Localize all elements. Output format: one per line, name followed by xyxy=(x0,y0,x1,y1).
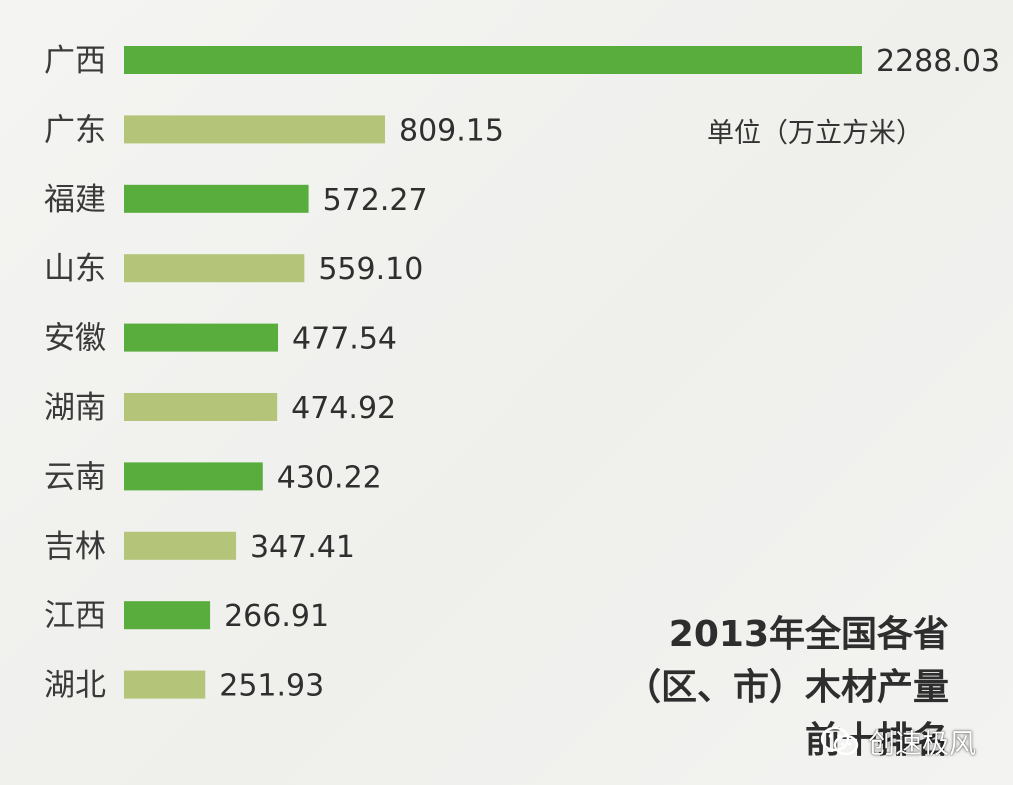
bar xyxy=(124,115,385,144)
bar xyxy=(124,323,279,352)
category-label: 湖南 xyxy=(44,390,106,426)
watermark: 创速极风 xyxy=(820,722,976,761)
category-label: 吉林 xyxy=(44,529,106,565)
chart-title-line-2: （区、市）木材产量 xyxy=(624,667,949,708)
wechat-logo-icon xyxy=(820,726,859,755)
bar xyxy=(124,601,211,630)
value-label: 572.27 xyxy=(323,183,428,218)
value-label: 251.93 xyxy=(219,669,324,704)
bar xyxy=(124,254,305,283)
value-label: 477.54 xyxy=(292,322,397,357)
unit-label: 单位（万立方米） xyxy=(707,118,923,149)
value-label: 559.10 xyxy=(318,252,423,287)
category-label: 安徽 xyxy=(44,321,106,357)
category-label: 湖北 xyxy=(44,668,106,704)
value-label: 430.22 xyxy=(277,460,382,495)
chart-title-line-1: 2013年全国各省 xyxy=(668,614,949,655)
bar xyxy=(124,46,862,74)
category-label: 云南 xyxy=(44,459,106,495)
value-label: 809.15 xyxy=(399,113,504,148)
watermark-text: 创速极风 xyxy=(868,729,976,760)
value-label: 474.92 xyxy=(291,391,396,426)
bar xyxy=(124,393,278,421)
category-label: 江西 xyxy=(44,598,106,634)
value-label: 2288.03 xyxy=(876,44,1000,79)
value-label: 347.41 xyxy=(250,530,355,565)
category-label: 山东 xyxy=(44,251,106,287)
category-label: 广东 xyxy=(44,112,106,148)
category-label: 广西 xyxy=(44,43,106,79)
bar xyxy=(124,670,206,699)
chart-title: 2013年全国各省 （区、市）木材产量 前十排名 xyxy=(589,608,949,767)
chart-title-line-3: 前十排名 xyxy=(804,720,949,761)
value-label: 266.91 xyxy=(224,599,329,634)
bar xyxy=(124,184,309,213)
bar xyxy=(124,462,263,491)
category-label: 福建 xyxy=(44,182,106,218)
bar xyxy=(124,531,237,560)
